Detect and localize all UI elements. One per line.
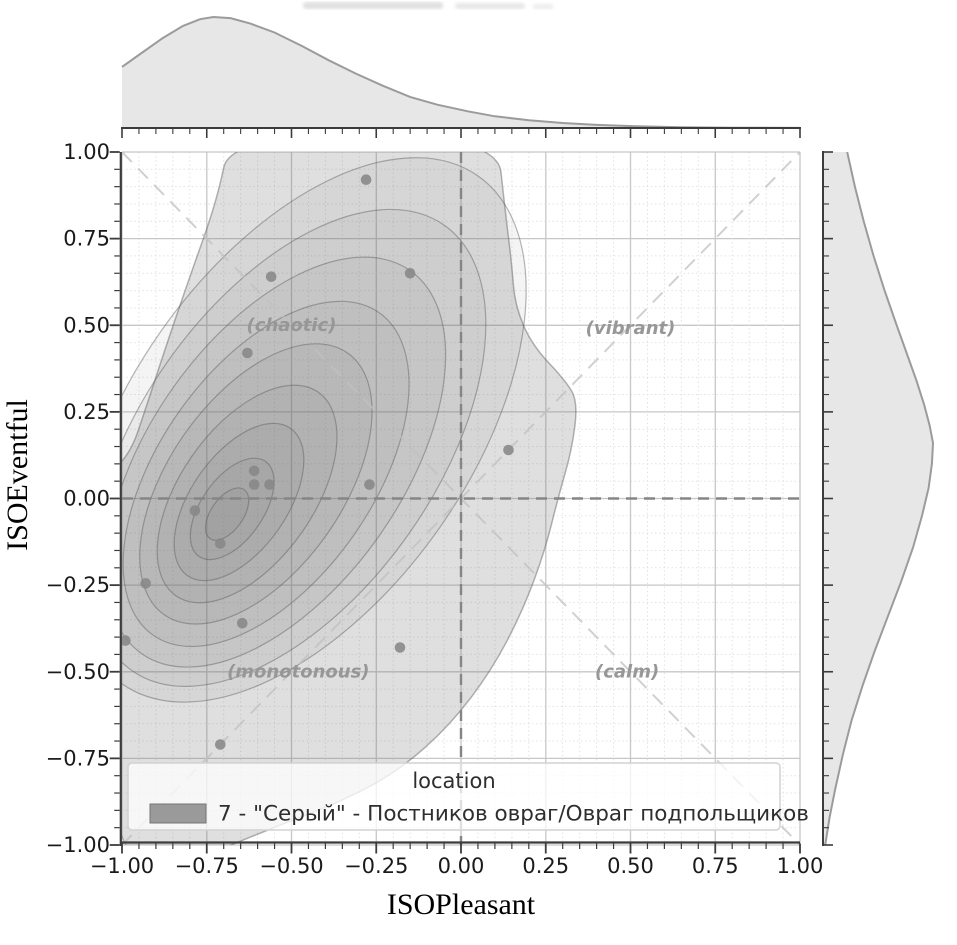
kde-contour-level-7	[156, 384, 338, 604]
scatter-point	[364, 479, 375, 490]
right-density-area	[823, 152, 933, 845]
y-tick-label: 0.25	[63, 400, 110, 424]
y-tick-label: −0.50	[46, 660, 110, 684]
right-marginal-density-plot	[822, 151, 935, 846]
kde-contour-level-3	[122, 208, 487, 687]
legend-entry-label: 7 - "Серый" - Постников овраг/Овраг подп…	[218, 802, 809, 827]
x-tick-label: 0.00	[438, 854, 485, 878]
scatter-point	[189, 505, 201, 516]
x-tick-label: −0.25	[344, 854, 408, 878]
kde-contour-layers	[122, 152, 577, 845]
legend: location 7 - "Серый" - Постников овраг/О…	[127, 762, 809, 831]
scatter-point	[140, 578, 151, 589]
x-tick-label: −1.00	[90, 854, 154, 878]
scatter-point	[215, 538, 226, 549]
y-tick-label: 0.00	[63, 487, 110, 511]
scatter-point	[215, 739, 226, 750]
y-tick-label: 1.00	[63, 140, 110, 164]
x-tick-label: 0.75	[692, 854, 739, 878]
clipped-title-remnant	[303, 2, 553, 9]
scatter-point	[360, 174, 372, 185]
legend-title: location	[412, 769, 495, 793]
reference-lines	[121, 151, 801, 846]
scatter-point	[404, 268, 416, 279]
scatter-point	[242, 347, 253, 359]
top-density-area	[122, 17, 800, 128]
quadrant-label: (calm)	[595, 661, 659, 682]
y-tick-label: 0.75	[63, 227, 110, 251]
legend-swatch	[149, 803, 207, 824]
scatter-point	[237, 617, 248, 629]
kde-contour-level-8	[173, 422, 305, 582]
scatter-point	[265, 271, 277, 283]
kde-contour-level-10	[204, 487, 250, 541]
y-tick-label: 0.50	[63, 313, 110, 337]
scatter-point	[248, 465, 260, 477]
scatter-point	[248, 479, 260, 490]
scatter-point	[503, 444, 514, 456]
main-plot-axes: −1.00 −0.75 −0.50 −0.25 0.00 0.25 0.50 0.75 1.00…	[46, 140, 824, 878]
right-density-curve	[824, 151, 935, 846]
x-tick-label: 0.25	[522, 854, 569, 878]
quadrant-label: (monotonous)	[227, 661, 369, 682]
x-tick-label: 1.00	[777, 854, 824, 878]
scatter-point	[120, 635, 131, 646]
quadrant-labels: (chaotic) (vibrant) (monotonous) (calm)	[227, 315, 675, 683]
scatter-point	[264, 479, 275, 490]
legend-box	[127, 762, 781, 831]
x-tick-label: −0.50	[259, 854, 323, 878]
top-density-curve	[121, 15, 801, 129]
scatter-points	[120, 174, 514, 750]
x-tick-label: −0.75	[175, 854, 239, 878]
quadrant-label: (vibrant)	[586, 318, 676, 339]
top-marginal-density-plot	[121, 15, 801, 138]
x-axis-title: ISOPleasant	[387, 888, 536, 921]
kde-contour-level-5	[122, 300, 410, 648]
y-tick-label: −0.75	[46, 746, 110, 770]
quadrant-label: (chaotic)	[247, 315, 337, 336]
y-axis-title: ISOEventful	[1, 399, 34, 551]
y-tick-label: −0.25	[46, 573, 110, 597]
x-tick-label: 0.50	[607, 854, 654, 878]
kde-contour-level-2	[122, 157, 527, 703]
y-tick-label: −1.00	[46, 833, 110, 857]
scatter-point	[394, 642, 406, 653]
